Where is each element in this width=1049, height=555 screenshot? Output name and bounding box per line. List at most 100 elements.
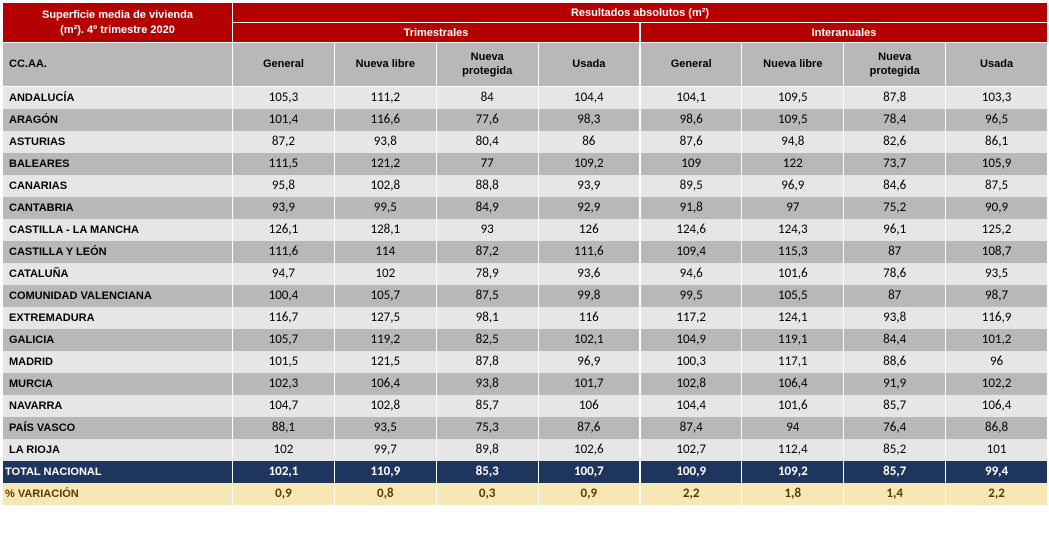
cell-value: 88,8 bbox=[436, 175, 538, 197]
region-name: CASTILLA Y LEÓN bbox=[3, 241, 233, 263]
cell-value: 87 bbox=[844, 241, 946, 263]
cell-value: 78,6 bbox=[844, 263, 946, 285]
cell-value: 116,7 bbox=[233, 307, 335, 329]
cell-value: 119,1 bbox=[742, 329, 844, 351]
cell-value: 109,4 bbox=[640, 241, 742, 263]
col-nuevalibre-i: Nueva libre bbox=[742, 43, 844, 87]
cell-value: 106,4 bbox=[742, 373, 844, 395]
table-row: CATALUÑA94,710278,993,694,6101,678,693,5 bbox=[3, 263, 1048, 285]
cell-value: 98,1 bbox=[436, 307, 538, 329]
region-name: ASTURIAS bbox=[3, 131, 233, 153]
cell-value: 96,1 bbox=[844, 219, 946, 241]
cell-value: 102,7 bbox=[640, 439, 742, 461]
cell-value: 99,5 bbox=[334, 197, 436, 219]
cell-value: 97 bbox=[742, 197, 844, 219]
cell-value: 114 bbox=[334, 241, 436, 263]
cell-value: 84,4 bbox=[844, 329, 946, 351]
cell-value: 95,8 bbox=[233, 175, 335, 197]
cell-value: 106,4 bbox=[946, 395, 1048, 417]
total-value: 99,4 bbox=[946, 461, 1048, 483]
cell-value: 125,2 bbox=[946, 219, 1048, 241]
table-row: BALEARES111,5121,277109,210912273,7105,9 bbox=[3, 153, 1048, 175]
cell-value: 102,8 bbox=[640, 373, 742, 395]
cell-value: 101,6 bbox=[742, 395, 844, 417]
variation-value: 0,3 bbox=[436, 483, 538, 505]
cell-value: 92,9 bbox=[538, 197, 640, 219]
cell-value: 75,3 bbox=[436, 417, 538, 439]
cell-value: 99,8 bbox=[538, 285, 640, 307]
cell-value: 102,3 bbox=[233, 373, 335, 395]
col-nuevalibre-t: Nueva libre bbox=[334, 43, 436, 87]
cell-value: 94,7 bbox=[233, 263, 335, 285]
cell-value: 105,7 bbox=[233, 329, 335, 351]
cell-value: 87 bbox=[844, 285, 946, 307]
cell-value: 84,6 bbox=[844, 175, 946, 197]
table-row: ARAGÓN101,4116,677,698,398,6109,578,496,… bbox=[3, 109, 1048, 131]
cell-value: 116 bbox=[538, 307, 640, 329]
table-row: CANARIAS95,8102,888,893,989,596,984,687,… bbox=[3, 175, 1048, 197]
cell-value: 122 bbox=[742, 153, 844, 175]
table-row: GALICIA105,7119,282,5102,1104,9119,184,4… bbox=[3, 329, 1048, 351]
cell-value: 102,1 bbox=[538, 329, 640, 351]
cell-value: 124,6 bbox=[640, 219, 742, 241]
cell-value: 124,3 bbox=[742, 219, 844, 241]
region-name: COMUNIDAD VALENCIANA bbox=[3, 285, 233, 307]
results-header: Resultados absolutos (m²) bbox=[233, 3, 1048, 23]
cell-value: 87,6 bbox=[538, 417, 640, 439]
table-row: NAVARRA104,7102,885,7106104,4101,685,710… bbox=[3, 395, 1048, 417]
cell-value: 94,6 bbox=[640, 263, 742, 285]
cell-value: 85,7 bbox=[844, 395, 946, 417]
total-value: 110,9 bbox=[334, 461, 436, 483]
cell-value: 100,4 bbox=[233, 285, 335, 307]
region-name: CATALUÑA bbox=[3, 263, 233, 285]
table-row: LA RIOJA10299,789,8102,6102,7112,485,210… bbox=[3, 439, 1048, 461]
region-name: MADRID bbox=[3, 351, 233, 373]
cell-value: 128,1 bbox=[334, 219, 436, 241]
total-value: 102,1 bbox=[233, 461, 335, 483]
region-name: ARAGÓN bbox=[3, 109, 233, 131]
region-name: PAÍS VASCO bbox=[3, 417, 233, 439]
cell-value: 115,3 bbox=[742, 241, 844, 263]
variation-value: 0,8 bbox=[334, 483, 436, 505]
total-value: 85,3 bbox=[436, 461, 538, 483]
total-row: TOTAL NACIONAL102,1110,985,3100,7100,910… bbox=[3, 461, 1048, 483]
region-name: CANARIAS bbox=[3, 175, 233, 197]
region-name: NAVARRA bbox=[3, 395, 233, 417]
cell-value: 76,4 bbox=[844, 417, 946, 439]
cell-value: 100,3 bbox=[640, 351, 742, 373]
cell-value: 73,7 bbox=[844, 153, 946, 175]
total-value: 85,7 bbox=[844, 461, 946, 483]
cell-value: 104,1 bbox=[640, 87, 742, 109]
cell-value: 121,2 bbox=[334, 153, 436, 175]
col-general-t: General bbox=[233, 43, 335, 87]
total-value: 109,2 bbox=[742, 461, 844, 483]
cell-value: 87,4 bbox=[640, 417, 742, 439]
cell-value: 93,9 bbox=[233, 197, 335, 219]
cell-value: 93,5 bbox=[334, 417, 436, 439]
cell-value: 105,3 bbox=[233, 87, 335, 109]
table-row: ASTURIAS87,293,880,48687,694,882,686,1 bbox=[3, 131, 1048, 153]
cell-value: 85,2 bbox=[844, 439, 946, 461]
cell-value: 102,8 bbox=[334, 175, 436, 197]
cell-value: 105,9 bbox=[946, 153, 1048, 175]
region-name: LA RIOJA bbox=[3, 439, 233, 461]
cell-value: 86,1 bbox=[946, 131, 1048, 153]
cell-value: 93,9 bbox=[538, 175, 640, 197]
cell-value: 101,2 bbox=[946, 329, 1048, 351]
cell-value: 108,7 bbox=[946, 241, 1048, 263]
cell-value: 88,6 bbox=[844, 351, 946, 373]
cell-value: 102,2 bbox=[946, 373, 1048, 395]
cell-value: 99,7 bbox=[334, 439, 436, 461]
cell-value: 84,9 bbox=[436, 197, 538, 219]
table-title: Superficie media de vivienda (m²). 4º tr… bbox=[3, 3, 233, 43]
table-row: PAÍS VASCO88,193,575,387,687,49476,486,8 bbox=[3, 417, 1048, 439]
cell-value: 82,5 bbox=[436, 329, 538, 351]
cell-value: 116,9 bbox=[946, 307, 1048, 329]
variation-label: % VARIACIÓN bbox=[3, 483, 233, 505]
cell-value: 96,5 bbox=[946, 109, 1048, 131]
cell-value: 88,1 bbox=[233, 417, 335, 439]
cell-value: 90,9 bbox=[946, 197, 1048, 219]
table-row: CASTILLA - LA MANCHA126,1128,193126124,6… bbox=[3, 219, 1048, 241]
variation-value: 0,9 bbox=[233, 483, 335, 505]
cell-value: 112,4 bbox=[742, 439, 844, 461]
